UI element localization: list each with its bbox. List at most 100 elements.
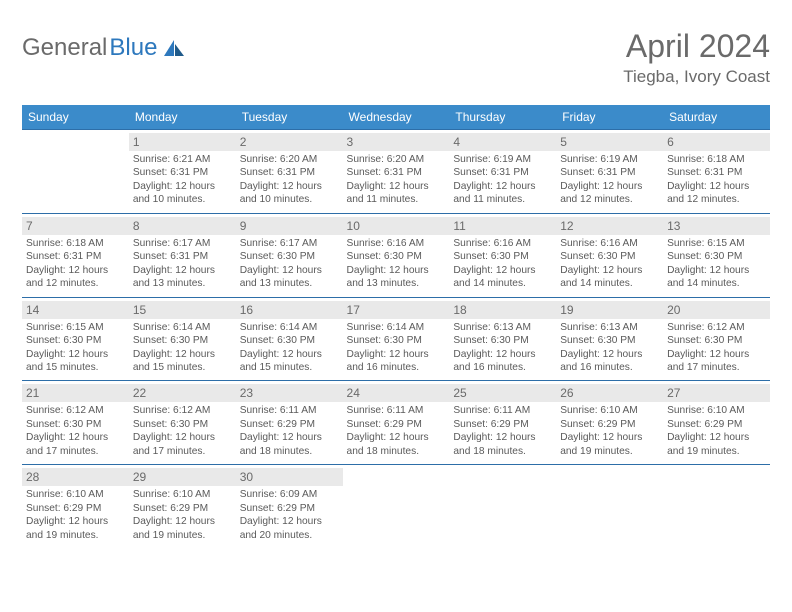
- calendar-day-cell: 13 Sunrise: 6:15 AMSunset: 6:30 PMDayligh…: [663, 213, 770, 297]
- day-details: Sunrise: 6:13 AMSunset: 6:30 PMDaylight:…: [560, 321, 659, 375]
- calendar-day-cell: 11Sunrise: 6:16 AMSunset: 6:30 PMDayligh…: [449, 213, 556, 297]
- day-details: Sunrise: 6:12 AMSunset: 6:30 PMDaylight:…: [133, 404, 232, 458]
- calendar-day-cell: 26 Sunrise: 6:10 AMSunset: 6:29 PMDayligh…: [556, 381, 663, 465]
- day-details: Sunrise: 6:11 AMSunset: 6:29 PMDaylight:…: [240, 404, 339, 458]
- day-number: 13: [663, 217, 770, 235]
- calendar-day-cell: 10 Sunrise: 6:16 AMSunset: 6:30 PMDayligh…: [343, 213, 450, 297]
- weekday-header-row: SundayMondayTuesdayWednesdayThursdayFrid…: [22, 105, 770, 130]
- day-details: Sunrise: 6:10 AMSunset: 6:29 PMDaylight:…: [26, 488, 125, 542]
- day-number: 16: [236, 301, 343, 319]
- weekday-header: Wednesday: [343, 105, 450, 130]
- day-number: 10: [343, 217, 450, 235]
- day-number: 4: [449, 133, 556, 151]
- calendar-day-cell: 19 Sunrise: 6:13 AMSunset: 6:30 PMDayligh…: [556, 297, 663, 381]
- calendar-day-cell: 6 Sunrise: 6:18 AMSunset: 6:31 PMDaylight…: [663, 130, 770, 214]
- calendar-day-cell: .: [343, 465, 450, 548]
- day-number: 6: [663, 133, 770, 151]
- brand-sail-icon: [162, 38, 186, 58]
- calendar-day-cell: 3 Sunrise: 6:20 AMSunset: 6:31 PMDaylight…: [343, 130, 450, 214]
- calendar-day-cell: 18 Sunrise: 6:13 AMSunset: 6:30 PMDayligh…: [449, 297, 556, 381]
- calendar-day-cell: 20 Sunrise: 6:12 AMSunset: 6:30 PMDayligh…: [663, 297, 770, 381]
- calendar-table: SundayMondayTuesdayWednesdayThursdayFrid…: [22, 105, 770, 548]
- day-number: 22: [129, 384, 236, 402]
- calendar-day-cell: 28 Sunrise: 6:10 AMSunset: 6:29 PMDayligh…: [22, 465, 129, 548]
- calendar-day-cell: 14Sunrise: 6:15 AMSunset: 6:30 PMDayligh…: [22, 297, 129, 381]
- day-details: Sunrise: 6:10 AMSunset: 6:29 PMDaylight:…: [560, 404, 659, 458]
- day-number: 18: [449, 301, 556, 319]
- day-details: Sunrise: 6:13 AMSunset: 6:30 PMDaylight:…: [453, 321, 552, 375]
- day-number: 17: [343, 301, 450, 319]
- calendar-day-cell: 7Sunrise: 6:18 AMSunset: 6:31 PMDaylight…: [22, 213, 129, 297]
- calendar-day-cell: 22 Sunrise: 6:12 AMSunset: 6:30 PMDayligh…: [129, 381, 236, 465]
- header: GeneralBlue April 2024 Tiegba, Ivory Coa…: [22, 28, 770, 87]
- day-details: Sunrise: 6:10 AMSunset: 6:29 PMDaylight:…: [667, 404, 766, 458]
- title-block: April 2024 Tiegba, Ivory Coast: [623, 28, 770, 87]
- calendar-day-cell: 5 Sunrise: 6:19 AMSunset: 6:31 PMDaylight…: [556, 130, 663, 214]
- day-number: 28: [22, 468, 129, 486]
- calendar-day-cell: 27 Sunrise: 6:10 AMSunset: 6:29 PMDayligh…: [663, 381, 770, 465]
- day-details: Sunrise: 6:21 AMSunset: 6:31 PMDaylight:…: [133, 153, 232, 207]
- day-details: Sunrise: 6:16 AMSunset: 6:30 PMDaylight:…: [560, 237, 659, 291]
- day-details: Sunrise: 6:15 AMSunset: 6:30 PMDaylight:…: [667, 237, 766, 291]
- day-details: Sunrise: 6:20 AMSunset: 6:31 PMDaylight:…: [347, 153, 446, 207]
- day-details: Sunrise: 6:17 AMSunset: 6:31 PMDaylight:…: [133, 237, 232, 291]
- month-title: April 2024: [623, 28, 770, 65]
- calendar-week-row: 7Sunrise: 6:18 AMSunset: 6:31 PMDaylight…: [22, 213, 770, 297]
- day-number: 19: [556, 301, 663, 319]
- day-number: 29: [129, 468, 236, 486]
- day-details: Sunrise: 6:11 AMSunset: 6:29 PMDaylight:…: [347, 404, 446, 458]
- day-details: Sunrise: 6:10 AMSunset: 6:29 PMDaylight:…: [133, 488, 232, 542]
- calendar-day-cell: 16 Sunrise: 6:14 AMSunset: 6:30 PMDayligh…: [236, 297, 343, 381]
- day-details: Sunrise: 6:09 AMSunset: 6:29 PMDaylight:…: [240, 488, 339, 542]
- calendar-week-row: .1Sunrise: 6:21 AMSunset: 6:31 PMDayligh…: [22, 130, 770, 214]
- calendar-day-cell: 2Sunrise: 6:20 AMSunset: 6:31 PMDaylight…: [236, 130, 343, 214]
- day-details: Sunrise: 6:11 AMSunset: 6:29 PMDaylight:…: [453, 404, 552, 458]
- day-details: Sunrise: 6:12 AMSunset: 6:30 PMDaylight:…: [667, 321, 766, 375]
- day-details: Sunrise: 6:17 AMSunset: 6:30 PMDaylight:…: [240, 237, 339, 291]
- day-details: Sunrise: 6:15 AMSunset: 6:30 PMDaylight:…: [26, 321, 125, 375]
- weekday-header: Monday: [129, 105, 236, 130]
- day-number: 24: [343, 384, 450, 402]
- day-number: 26: [556, 384, 663, 402]
- day-number: 23: [236, 384, 343, 402]
- day-details: Sunrise: 6:19 AMSunset: 6:31 PMDaylight:…: [453, 153, 552, 207]
- location: Tiegba, Ivory Coast: [623, 67, 770, 87]
- day-number: 30: [236, 468, 343, 486]
- day-details: Sunrise: 6:19 AMSunset: 6:31 PMDaylight:…: [560, 153, 659, 207]
- calendar-day-cell: .: [663, 465, 770, 548]
- calendar-day-cell: 9Sunrise: 6:17 AMSunset: 6:30 PMDaylight…: [236, 213, 343, 297]
- calendar-day-cell: 8Sunrise: 6:17 AMSunset: 6:31 PMDaylight…: [129, 213, 236, 297]
- day-details: Sunrise: 6:20 AMSunset: 6:31 PMDaylight:…: [240, 153, 339, 207]
- calendar-day-cell: 30 Sunrise: 6:09 AMSunset: 6:29 PMDayligh…: [236, 465, 343, 548]
- day-details: Sunrise: 6:14 AMSunset: 6:30 PMDaylight:…: [240, 321, 339, 375]
- day-details: Sunrise: 6:16 AMSunset: 6:30 PMDaylight:…: [347, 237, 446, 291]
- day-number: 20: [663, 301, 770, 319]
- calendar-day-cell: 24 Sunrise: 6:11 AMSunset: 6:29 PMDayligh…: [343, 381, 450, 465]
- calendar-week-row: 14Sunrise: 6:15 AMSunset: 6:30 PMDayligh…: [22, 297, 770, 381]
- calendar-day-cell: 17 Sunrise: 6:14 AMSunset: 6:30 PMDayligh…: [343, 297, 450, 381]
- day-number: 25: [449, 384, 556, 402]
- day-details: Sunrise: 6:18 AMSunset: 6:31 PMDaylight:…: [667, 153, 766, 207]
- day-number: 27: [663, 384, 770, 402]
- day-number: 12: [556, 217, 663, 235]
- calendar-day-cell: 23 Sunrise: 6:11 AMSunset: 6:29 PMDayligh…: [236, 381, 343, 465]
- weekday-header: Saturday: [663, 105, 770, 130]
- day-details: Sunrise: 6:12 AMSunset: 6:30 PMDaylight:…: [26, 404, 125, 458]
- brand-part2: Blue: [109, 34, 157, 62]
- calendar-day-cell: 29 Sunrise: 6:10 AMSunset: 6:29 PMDayligh…: [129, 465, 236, 548]
- day-number: 21: [22, 384, 129, 402]
- calendar-day-cell: .: [556, 465, 663, 548]
- weekday-header: Thursday: [449, 105, 556, 130]
- day-number: 7: [22, 217, 129, 235]
- calendar-day-cell: 15Sunrise: 6:14 AMSunset: 6:30 PMDayligh…: [129, 297, 236, 381]
- calendar-day-cell: 4 Sunrise: 6:19 AMSunset: 6:31 PMDaylight…: [449, 130, 556, 214]
- day-details: Sunrise: 6:14 AMSunset: 6:30 PMDaylight:…: [347, 321, 446, 375]
- day-details: Sunrise: 6:14 AMSunset: 6:30 PMDaylight:…: [133, 321, 232, 375]
- day-number: 5: [556, 133, 663, 151]
- calendar-day-cell: 12 Sunrise: 6:16 AMSunset: 6:30 PMDayligh…: [556, 213, 663, 297]
- calendar-day-cell: 21 Sunrise: 6:12 AMSunset: 6:30 PMDayligh…: [22, 381, 129, 465]
- calendar-day-cell: .: [22, 130, 129, 214]
- day-number: 3: [343, 133, 450, 151]
- brand-logo: GeneralBlue: [22, 28, 186, 62]
- calendar-day-cell: 1Sunrise: 6:21 AMSunset: 6:31 PMDaylight…: [129, 130, 236, 214]
